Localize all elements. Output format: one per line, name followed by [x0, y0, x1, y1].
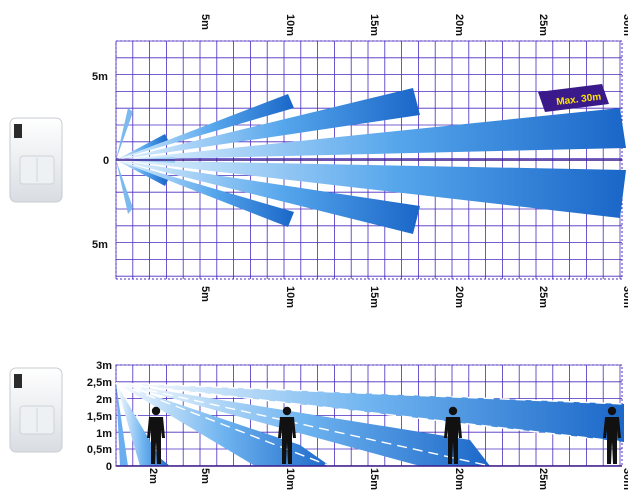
top-view-diagram: Max. 30m 5m 0 5m 5m 10m 15m 20m 25m 30m 5m 10m… — [92, 14, 628, 308]
max-range-label: Max. 30m — [556, 92, 602, 108]
top-x-ticks-above: 5m 10m 15m 20m 25m 30m — [199, 14, 628, 36]
side-x-tick-5: 25m — [537, 468, 549, 490]
side-beam-far — [116, 383, 624, 442]
top-x-tick-below-5: 30m — [621, 286, 628, 308]
beam-zone-lower-2 — [116, 160, 420, 234]
top-x-tick-above-0: 5m — [199, 14, 211, 30]
top-y-tick-zero: 0 — [103, 155, 109, 167]
side-x-tick-0: 2m — [147, 468, 159, 484]
side-y-tick-0: 3m — [96, 360, 112, 372]
top-x-tick-above-2: 15m — [368, 14, 380, 36]
max-range-badge: Max. 30m — [538, 84, 609, 112]
beam-zone-near-upper — [116, 108, 133, 160]
side-beam-near — [116, 383, 170, 466]
side-view-beams — [115, 382, 625, 467]
beam-zone-short-upper — [116, 134, 168, 160]
beam-zone-long-lower — [116, 160, 626, 218]
side-y-ticks: 3m 2,5m 2m 1,5m 1m 0,5m 0 — [87, 360, 112, 473]
side-y-tick-4: 1m — [96, 428, 112, 440]
top-x-tick-below-4: 25m — [537, 286, 549, 308]
top-x-ticks-below: 5m 10m 15m 20m 25m 30m — [199, 286, 628, 308]
beam-zone-long-upper — [116, 108, 626, 160]
side-y-tick-5: 0,5m — [87, 444, 112, 456]
top-y-tick-upper: 5m — [92, 71, 108, 83]
person-silhouettes — [147, 406, 621, 464]
top-view-beams — [116, 88, 626, 234]
side-x-ticks: 2m 5m 10m 15m 20m 25m 30m — [147, 468, 628, 490]
beam-zone-upper-2 — [116, 88, 420, 160]
top-x-tick-above-1: 10m — [284, 14, 296, 36]
side-x-tick-3: 15m — [368, 468, 380, 490]
person-silhouette-icon — [603, 406, 621, 464]
side-beam-creep — [116, 383, 128, 466]
top-x-tick-above-3: 20m — [453, 14, 465, 36]
top-x-tick-below-2: 15m — [368, 286, 380, 308]
beam-zone-upper-1 — [116, 94, 294, 160]
beam-zone-near-lower — [116, 160, 133, 214]
side-y-tick-3: 1,5m — [87, 411, 112, 423]
top-y-tick-lower: 5m — [92, 239, 108, 251]
top-x-tick-above-4: 25m — [537, 14, 549, 36]
pir-sensor-icon — [9, 367, 63, 453]
beam-zone-lower-1 — [116, 160, 294, 227]
side-x-tick-1: 5m — [199, 468, 211, 484]
side-view-diagram: 3m 2,5m 2m 1,5m 1m 0,5m 0 2m 5m 10m 15m 20m 25m 30m — [87, 360, 628, 490]
person-silhouette-icon — [278, 406, 296, 464]
side-y-tick-1: 2,5m — [87, 377, 112, 389]
side-x-tick-4: 20m — [453, 468, 465, 490]
side-y-tick-6: 0 — [106, 461, 112, 473]
side-x-tick-6: 30m — [621, 468, 628, 490]
top-x-tick-above-5: 30m — [621, 14, 628, 36]
top-x-tick-below-1: 10m — [284, 286, 296, 308]
side-x-tick-2: 10m — [284, 468, 296, 490]
top-x-tick-below-0: 5m — [199, 286, 211, 302]
side-beam-mid-2 — [116, 383, 490, 466]
side-y-tick-2: 2m — [96, 394, 112, 406]
pir-sensor-icon — [9, 117, 63, 203]
person-silhouette-icon — [147, 406, 165, 464]
person-silhouette-icon — [444, 406, 462, 464]
top-x-tick-below-3: 20m — [453, 286, 465, 308]
beam-zone-short-lower — [116, 160, 168, 186]
